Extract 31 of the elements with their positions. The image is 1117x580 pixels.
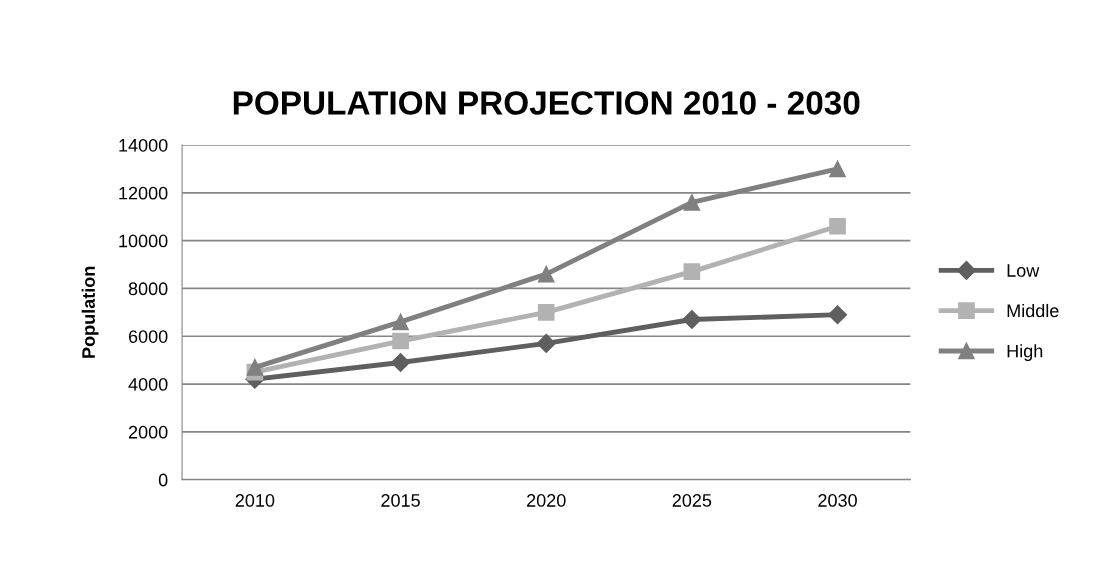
y-tick-label: 2000 (128, 425, 168, 439)
chart-title: POPULATION PROJECTION 2010 - 2030 (233, 91, 860, 115)
point (392, 313, 409, 331)
y-tick-label: 10000 (119, 234, 168, 248)
point (537, 303, 555, 321)
point (537, 265, 555, 283)
y-tick-label: 14000 (119, 138, 168, 152)
legend-label: Middle (1007, 303, 1059, 318)
x-tick-label: 2020 (527, 494, 566, 507)
y-tick-label: 4000 (128, 377, 168, 391)
y-tick-label: 12000 (119, 186, 168, 200)
point (683, 263, 701, 281)
y-tick-label: 0 (158, 473, 168, 487)
x-tick-label: 2030 (818, 494, 857, 507)
y-axis-title: Population (81, 266, 99, 358)
y-tick-label: 8000 (128, 282, 168, 296)
point (829, 160, 846, 178)
point (536, 333, 556, 353)
point (392, 332, 409, 350)
point (683, 194, 701, 211)
legend-label: High (1007, 344, 1043, 362)
point (827, 305, 848, 325)
legend-label: Low (1007, 264, 1040, 277)
point (682, 309, 702, 330)
x-tick-label: 2010 (235, 494, 275, 507)
point (391, 352, 411, 373)
x-tick-label: 2025 (672, 494, 712, 507)
point (829, 217, 846, 235)
y-tick-label: 6000 (128, 330, 168, 343)
x-tick-label: 2015 (381, 494, 420, 507)
point (246, 358, 264, 376)
